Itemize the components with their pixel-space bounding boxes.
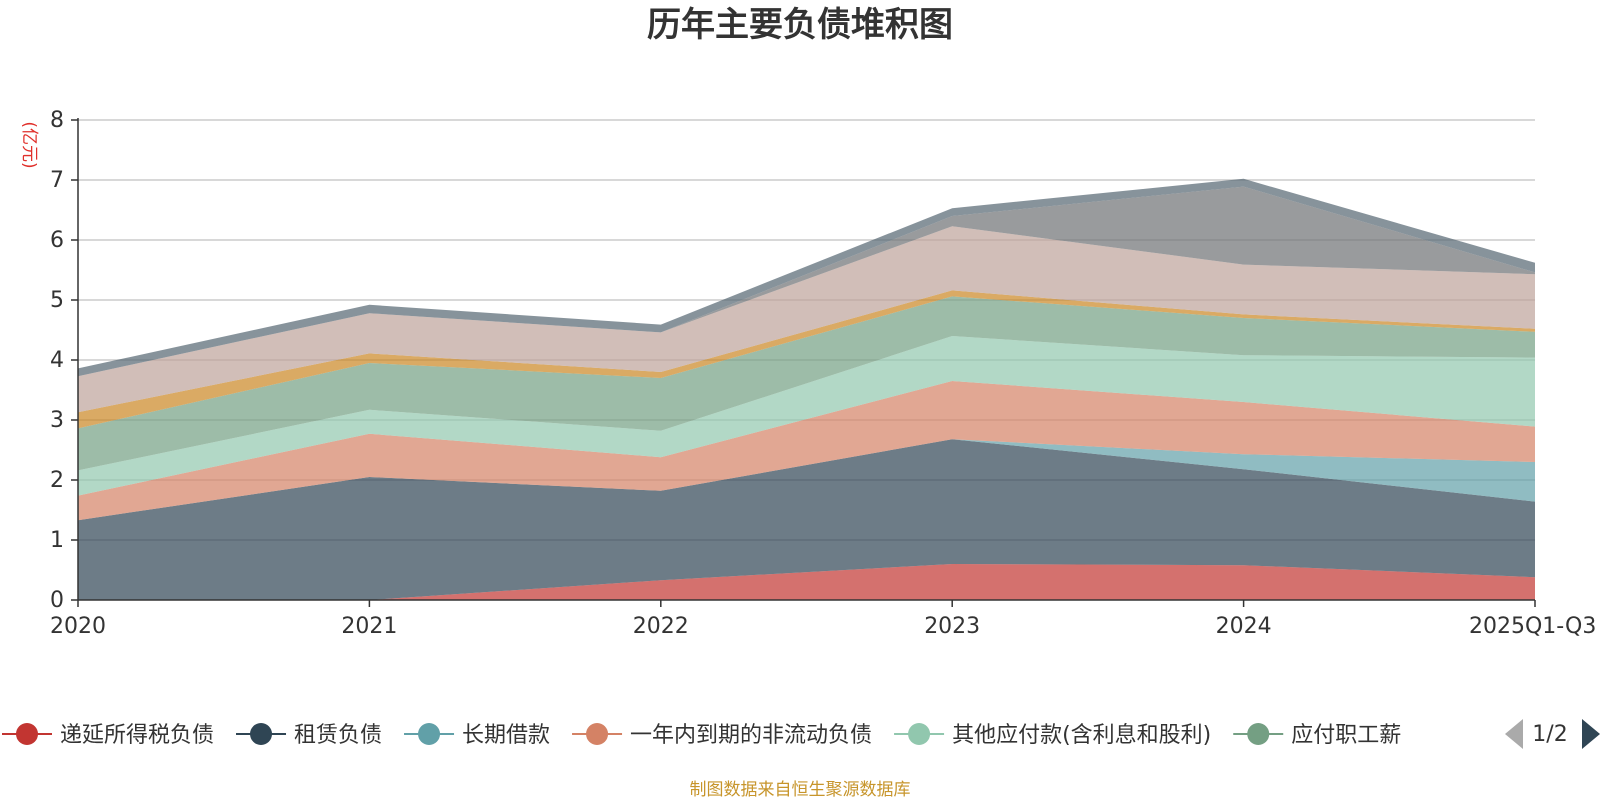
legend-pager[interactable]: 1/2 [1505, 719, 1600, 749]
area-series [78, 226, 1535, 413]
legend-item[interactable]: 一年内到期的非流动负债 [572, 723, 872, 748]
area-series [78, 439, 1535, 600]
y-tick-label: 2 [50, 468, 64, 493]
legend-label: 其他应付款(含利息和股利) [952, 723, 1211, 748]
legend-page-indicator: 1/2 [1532, 722, 1567, 747]
legend-label: 租赁负债 [294, 723, 382, 748]
legend-label: 递延所得税负债 [60, 723, 214, 748]
legend-item[interactable]: 长期借款 [404, 723, 550, 748]
y-tick-label: 4 [50, 348, 64, 373]
y-tick-label: 8 [50, 108, 64, 133]
x-tick-label: 2024 [1216, 614, 1272, 639]
legend-item[interactable]: 应付职工薪 [1233, 723, 1401, 748]
legend-circle-marker [1247, 723, 1270, 745]
x-tick-label: 2023 [924, 614, 980, 639]
legend[interactable]: 递延所得税负债 租赁负债 长期借款 一年内到期的非流动负债 其他应付款(含利息和股利) 应… [2, 723, 1401, 748]
x-tick-label: 2022 [633, 614, 689, 639]
y-tick-label: 1 [50, 528, 64, 553]
legend-circle-marker [586, 723, 609, 745]
data-source-note: 制图数据来自恒生聚源数据库 [690, 780, 911, 800]
x-axis-ticks: 2020 2021 2022 2023 2024 2025Q1-Q3 [50, 600, 1596, 639]
y-tick-label: 3 [50, 408, 64, 433]
legend-circle-marker [418, 723, 441, 745]
legend-prev-page-icon[interactable] [1505, 719, 1523, 749]
area-series [78, 296, 1535, 471]
x-tick-label: 2020 [50, 614, 106, 639]
area-series [78, 336, 1535, 496]
legend-label: 应付职工薪 [1291, 723, 1401, 748]
legend-item[interactable]: 递延所得税负债 [2, 723, 214, 748]
area-series [78, 564, 1535, 600]
x-tick-label: 2021 [341, 614, 397, 639]
legend-next-page-icon[interactable] [1582, 719, 1600, 749]
y-tick-label: 5 [50, 288, 64, 313]
y-tick-label: 7 [50, 168, 64, 193]
x-tick-label: 2025Q1-Q3 [1469, 614, 1596, 639]
axes [77, 118, 1535, 601]
legend-circle-marker [908, 723, 931, 745]
area-series [78, 381, 1535, 521]
chart-title: 历年主要负债堆积图 [647, 5, 953, 45]
legend-circle-marker [250, 723, 273, 745]
y-axis-unit-label: (亿元) [19, 121, 39, 168]
legend-label: 一年内到期的非流动负债 [630, 723, 872, 748]
legend-circle-marker [16, 723, 38, 745]
legend-label: 长期借款 [462, 723, 550, 748]
legend-item[interactable]: 其他应付款(含利息和股利) [894, 723, 1211, 748]
area-series [78, 186, 1535, 377]
series-areas [78, 178, 1535, 600]
y-tick-label: 6 [50, 228, 64, 253]
legend-items[interactable]: 递延所得税负债 租赁负债 长期借款 一年内到期的非流动负债 其他应付款(含利息和股利) 应… [2, 723, 1401, 748]
area-series [78, 290, 1535, 429]
y-tick-label: 0 [50, 588, 64, 613]
legend-item[interactable]: 租赁负债 [236, 723, 382, 748]
y-axis-ticks: 0 1 2 3 4 5 6 7 8 [50, 108, 78, 613]
area-series [78, 439, 1535, 521]
